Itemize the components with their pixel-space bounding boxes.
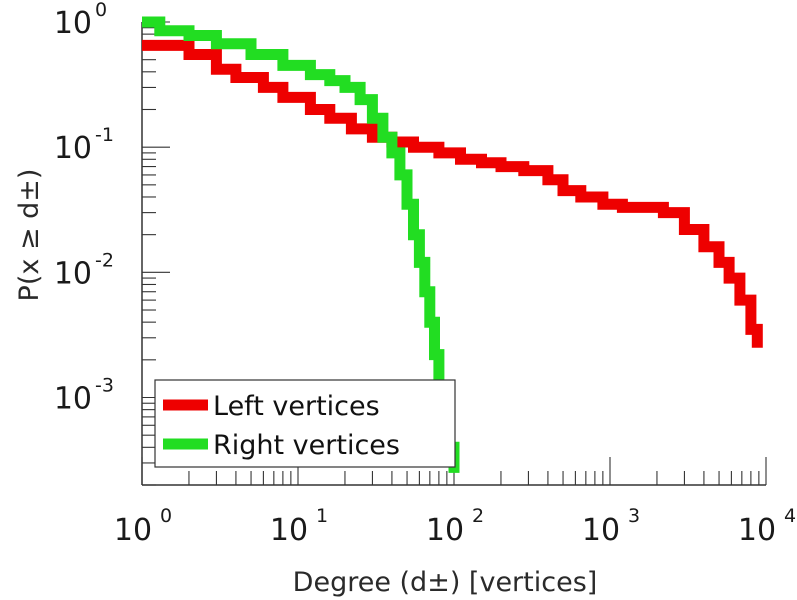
legend-label-right-vertices: Right vertices xyxy=(213,430,400,461)
x-tick-exponent: 1 xyxy=(316,505,328,527)
legend-box xyxy=(154,379,456,468)
x-tick-label: 10 xyxy=(114,513,152,548)
series-line-right-vertices xyxy=(142,16,460,473)
series-layer xyxy=(142,16,763,473)
x-tick-label: 10 xyxy=(426,513,464,548)
y-tick-label: 10 xyxy=(54,382,92,417)
x-tick-exponent: 0 xyxy=(160,505,172,527)
y-tick-exponent: 0 xyxy=(95,0,107,21)
series-line-left-vertices xyxy=(142,39,763,348)
legend: Left vertices Right vertices xyxy=(154,379,456,468)
y-axis-label: P(x ≥ d±) xyxy=(14,169,45,302)
x-tick-label: 10 xyxy=(582,513,620,548)
x-tick-label: 10 xyxy=(738,513,776,548)
y-tick-exponent: -3 xyxy=(95,375,114,397)
legend-label-left-vertices: Left vertices xyxy=(213,391,380,422)
y-tick-exponent: -1 xyxy=(95,124,114,146)
x-tick-label: 10 xyxy=(270,513,308,548)
y-tick-exponent: -2 xyxy=(95,249,114,271)
y-tick-label: 10 xyxy=(54,6,92,41)
tick-labels: 10 0 10 1 10 2 10 3 10 410 010 -110 -210 -3 xyxy=(54,0,796,548)
x-axis-label: Degree (d±) [vertices] xyxy=(293,567,598,598)
y-tick-label: 10 xyxy=(54,131,92,166)
y-tick-label: 10 xyxy=(54,256,92,291)
x-tick-exponent: 2 xyxy=(472,505,484,527)
x-tick-exponent: 4 xyxy=(784,505,796,527)
x-tick-exponent: 3 xyxy=(628,505,640,527)
